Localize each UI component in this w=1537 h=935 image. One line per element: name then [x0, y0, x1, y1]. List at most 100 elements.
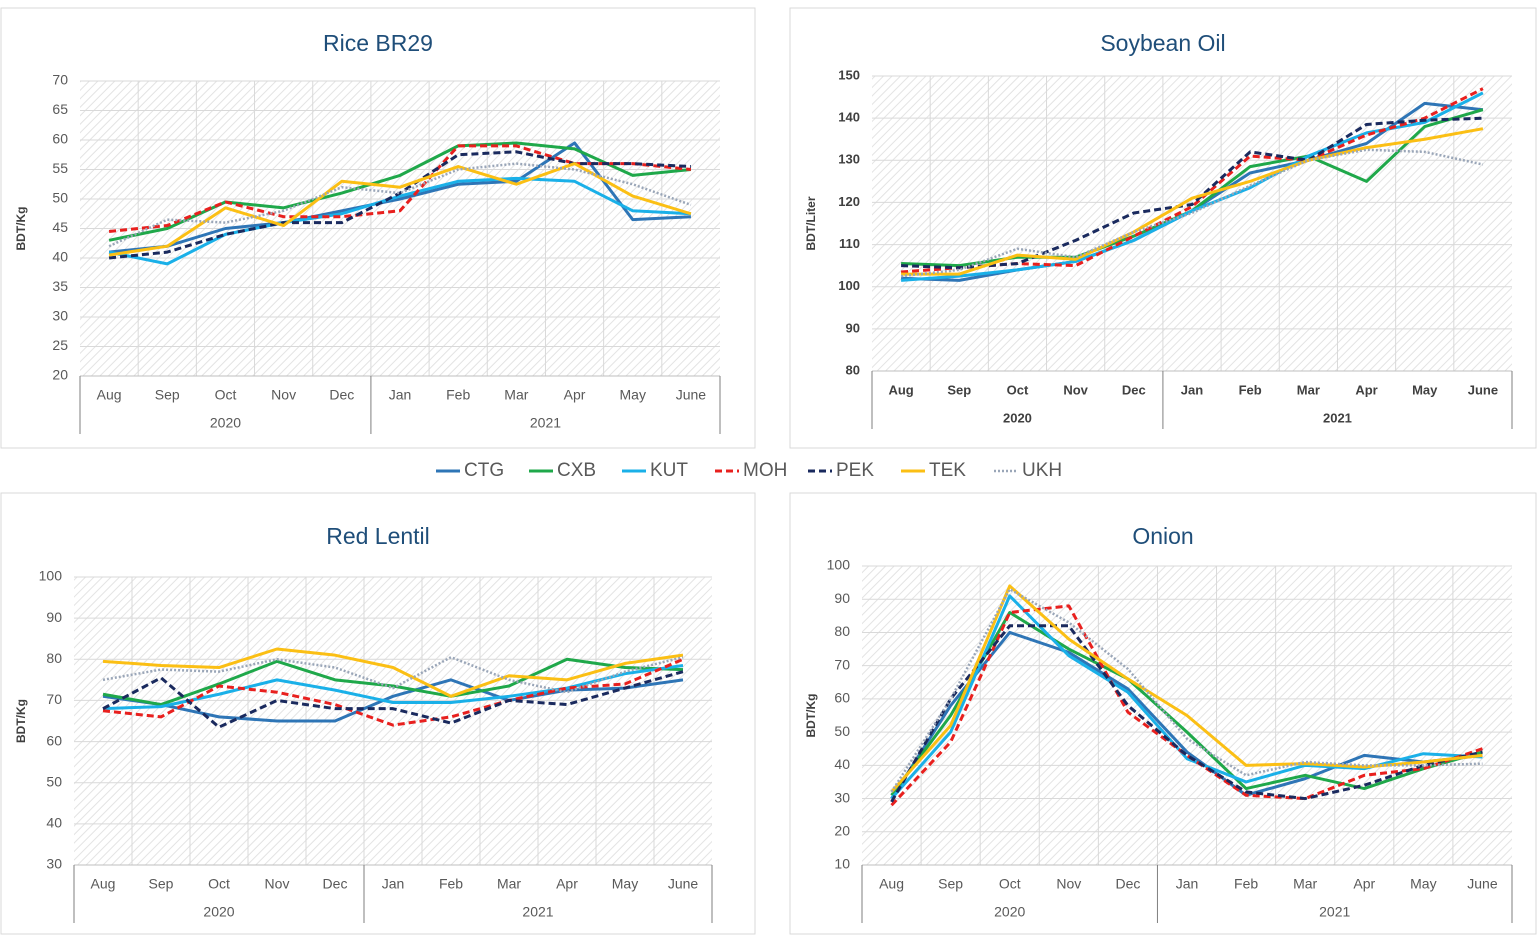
series-line [890, 584, 1483, 793]
y-tick-label: 40 [52, 249, 68, 265]
x-tick-label: Dec [1115, 876, 1140, 892]
x-tick-label: Jan [1176, 876, 1199, 892]
y-tick-label: 60 [52, 131, 68, 147]
y-tick-label: 120 [838, 194, 860, 209]
x-tick-label: Nov [271, 387, 296, 403]
y-tick-label: 90 [46, 609, 62, 625]
series-line [102, 657, 684, 727]
x-tick-label: Sep [947, 382, 971, 397]
y-axis-label: BDT/Kg [14, 207, 28, 251]
group-label: 2021 [522, 904, 553, 920]
plot-area [74, 577, 712, 865]
legend-label: CXB [557, 460, 596, 481]
x-tick-label: Mar [497, 876, 521, 892]
chart-title: Onion [1132, 523, 1193, 549]
series-line [890, 588, 1483, 793]
series-line [102, 670, 684, 729]
x-tick-label: Mar [1293, 876, 1317, 892]
x-tick-label: June [1468, 382, 1498, 397]
series-line [901, 116, 1483, 270]
legend-label: TEK [929, 460, 966, 481]
group-label: 2020 [994, 904, 1025, 920]
x-tick-label: Feb [1234, 876, 1258, 892]
x-tick-label: May [1412, 382, 1438, 397]
series-line [102, 663, 684, 711]
x-tick-label: Oct [1007, 382, 1029, 397]
x-tick-label: Nov [1063, 382, 1088, 397]
y-tick-label: 60 [834, 690, 850, 706]
y-tick-label: 70 [52, 72, 68, 88]
y-tick-label: 40 [834, 756, 850, 772]
y-tick-label: 110 [839, 236, 860, 251]
x-tick-label: Dec [323, 876, 348, 892]
series-line [890, 611, 1483, 797]
x-tick-label: Sep [149, 876, 174, 892]
legend-label: KUT [650, 460, 688, 481]
y-tick-label: 140 [838, 110, 860, 125]
x-tick-label: Jan [382, 876, 405, 892]
y-tick-label: 50 [52, 190, 68, 206]
y-tick-label: 80 [834, 623, 850, 639]
series-line [108, 150, 691, 260]
x-tick-label: Apr [556, 876, 578, 892]
x-tick-label: Feb [1239, 382, 1262, 397]
x-tick-label: Aug [879, 876, 904, 892]
y-tick-label: 20 [52, 367, 68, 383]
x-tick-label: Apr [1353, 876, 1375, 892]
y-tick-label: 70 [834, 656, 850, 672]
y-tick-label: 65 [52, 101, 68, 117]
y-tick-label: 30 [52, 308, 68, 324]
series-line [890, 604, 1483, 807]
series-line [890, 624, 1483, 803]
x-tick-label: Aug [91, 876, 116, 892]
y-tick-label: 130 [838, 152, 860, 167]
y-tick-label: 150 [838, 67, 860, 82]
group-label: 2020 [203, 904, 234, 920]
series-line [108, 162, 692, 257]
y-tick-label: 30 [46, 856, 62, 872]
y-tick-label: 55 [52, 160, 68, 176]
x-tick-label: Apr [1355, 382, 1377, 397]
x-tick-label: Dec [329, 387, 354, 403]
series-line [102, 678, 684, 723]
x-tick-label: May [620, 387, 646, 403]
x-tick-label: Nov [265, 876, 290, 892]
x-tick-label: June [676, 387, 707, 403]
y-tick-label: 100 [838, 278, 860, 293]
y-tick-label: 90 [834, 590, 850, 606]
y-tick-label: 50 [834, 723, 850, 739]
x-tick-label: Feb [446, 387, 470, 403]
x-tick-label: June [1467, 876, 1498, 892]
chart-title: Rice BR29 [323, 30, 433, 56]
y-tick-label: 20 [834, 822, 850, 838]
y-tick-label: 25 [52, 337, 68, 353]
x-tick-label: May [1410, 876, 1436, 892]
x-tick-label: Sep [938, 876, 963, 892]
y-tick-label: 50 [46, 773, 62, 789]
legend-label: CTG [464, 460, 504, 481]
y-tick-label: 30 [834, 789, 850, 805]
series-line [102, 647, 684, 698]
legend-label: PEK [836, 460, 874, 481]
x-tick-label: Jan [389, 387, 412, 403]
y-tick-label: 40 [46, 815, 62, 831]
x-tick-label: Mar [1297, 382, 1320, 397]
y-tick-label: 100 [827, 557, 851, 573]
x-tick-label: Feb [439, 876, 463, 892]
x-tick-label: May [612, 876, 638, 892]
y-axis-label: BDT/Kg [804, 694, 818, 738]
y-tick-label: 80 [846, 362, 860, 377]
x-tick-label: June [668, 876, 699, 892]
legend-label: MOH [743, 460, 787, 481]
x-tick-label: Oct [215, 387, 237, 403]
y-tick-label: 10 [834, 856, 850, 872]
group-label: 2020 [210, 415, 241, 431]
y-tick-label: 35 [52, 278, 68, 294]
group-label: 2020 [1003, 410, 1032, 425]
group-label: 2021 [1323, 410, 1352, 425]
y-tick-label: 45 [52, 219, 68, 235]
group-label: 2021 [530, 415, 561, 431]
series-line [108, 176, 691, 266]
x-tick-label: Jan [1181, 382, 1203, 397]
chart-title: Red Lentil [326, 523, 430, 549]
